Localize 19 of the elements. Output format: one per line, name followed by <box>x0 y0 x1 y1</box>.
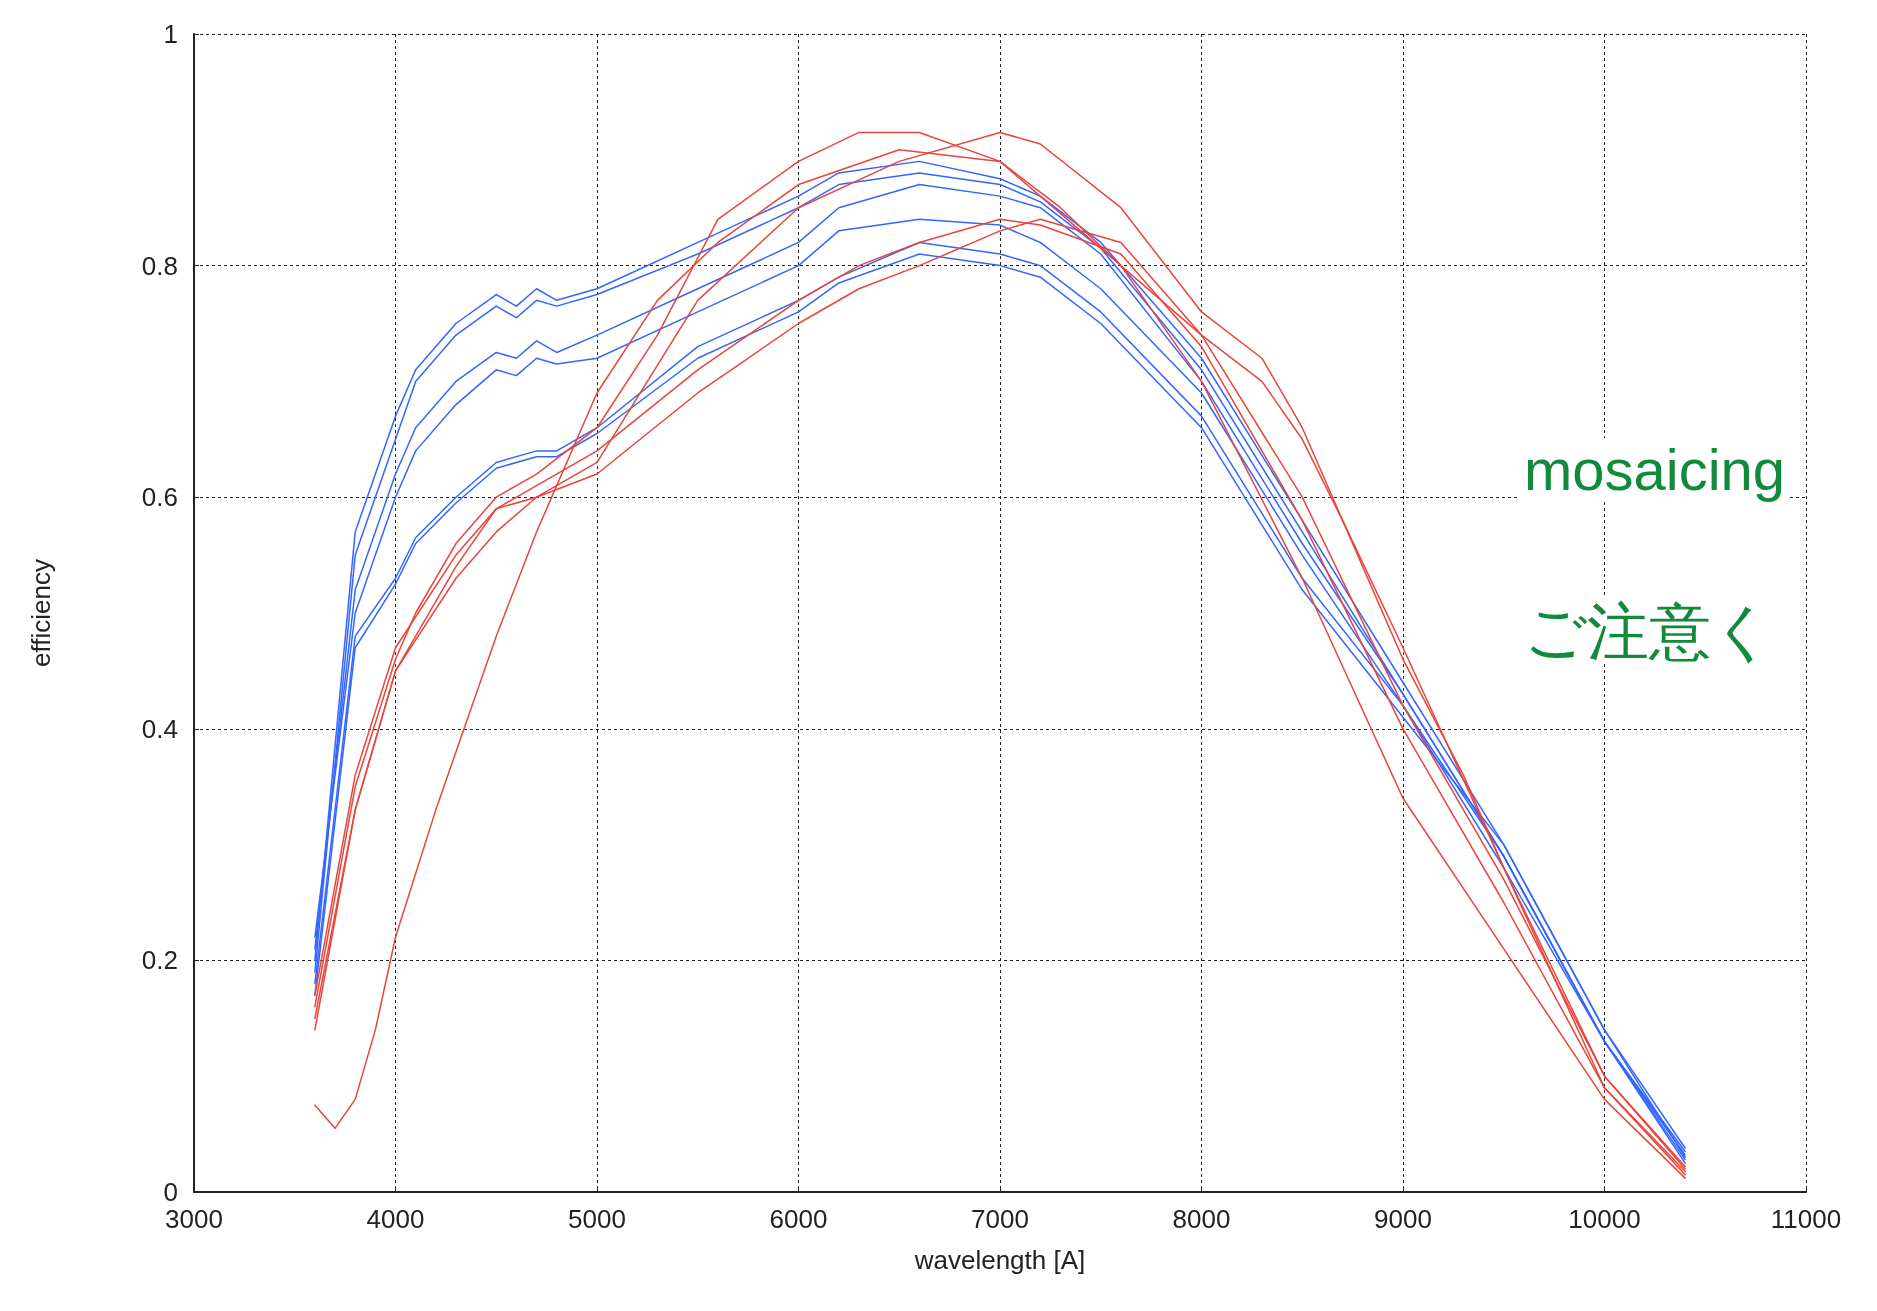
annotation: ご注意く <box>1524 594 1774 668</box>
x-tick-label: 6000 <box>769 1204 828 1234</box>
x-tick-label: 8000 <box>1172 1204 1231 1234</box>
x-tick-label: 9000 <box>1374 1204 1432 1234</box>
x-tick-label: 10000 <box>1568 1204 1641 1234</box>
y-tick-label: 0.2 <box>141 945 178 976</box>
x-tick-label: 5000 <box>568 1204 626 1234</box>
x-tick-label: 11000 <box>1770 1204 1842 1234</box>
y-tick-label: 0.8 <box>141 250 178 281</box>
x-axis-title: wavelength [A] <box>913 1245 1086 1275</box>
y-tick-label: 1 <box>163 19 178 49</box>
y-tick-label: 0.6 <box>141 482 178 513</box>
annotation: mosaicing <box>1524 436 1786 502</box>
x-tick-label: 4000 <box>366 1204 425 1234</box>
y-tick-label: 0.4 <box>141 713 178 744</box>
y-axis-title: efficiency <box>26 559 56 667</box>
x-tick-label: 3000 <box>165 1204 223 1234</box>
y-tick-label: 0 <box>163 1177 178 1207</box>
x-tick-label: 7000 <box>971 1204 1029 1234</box>
